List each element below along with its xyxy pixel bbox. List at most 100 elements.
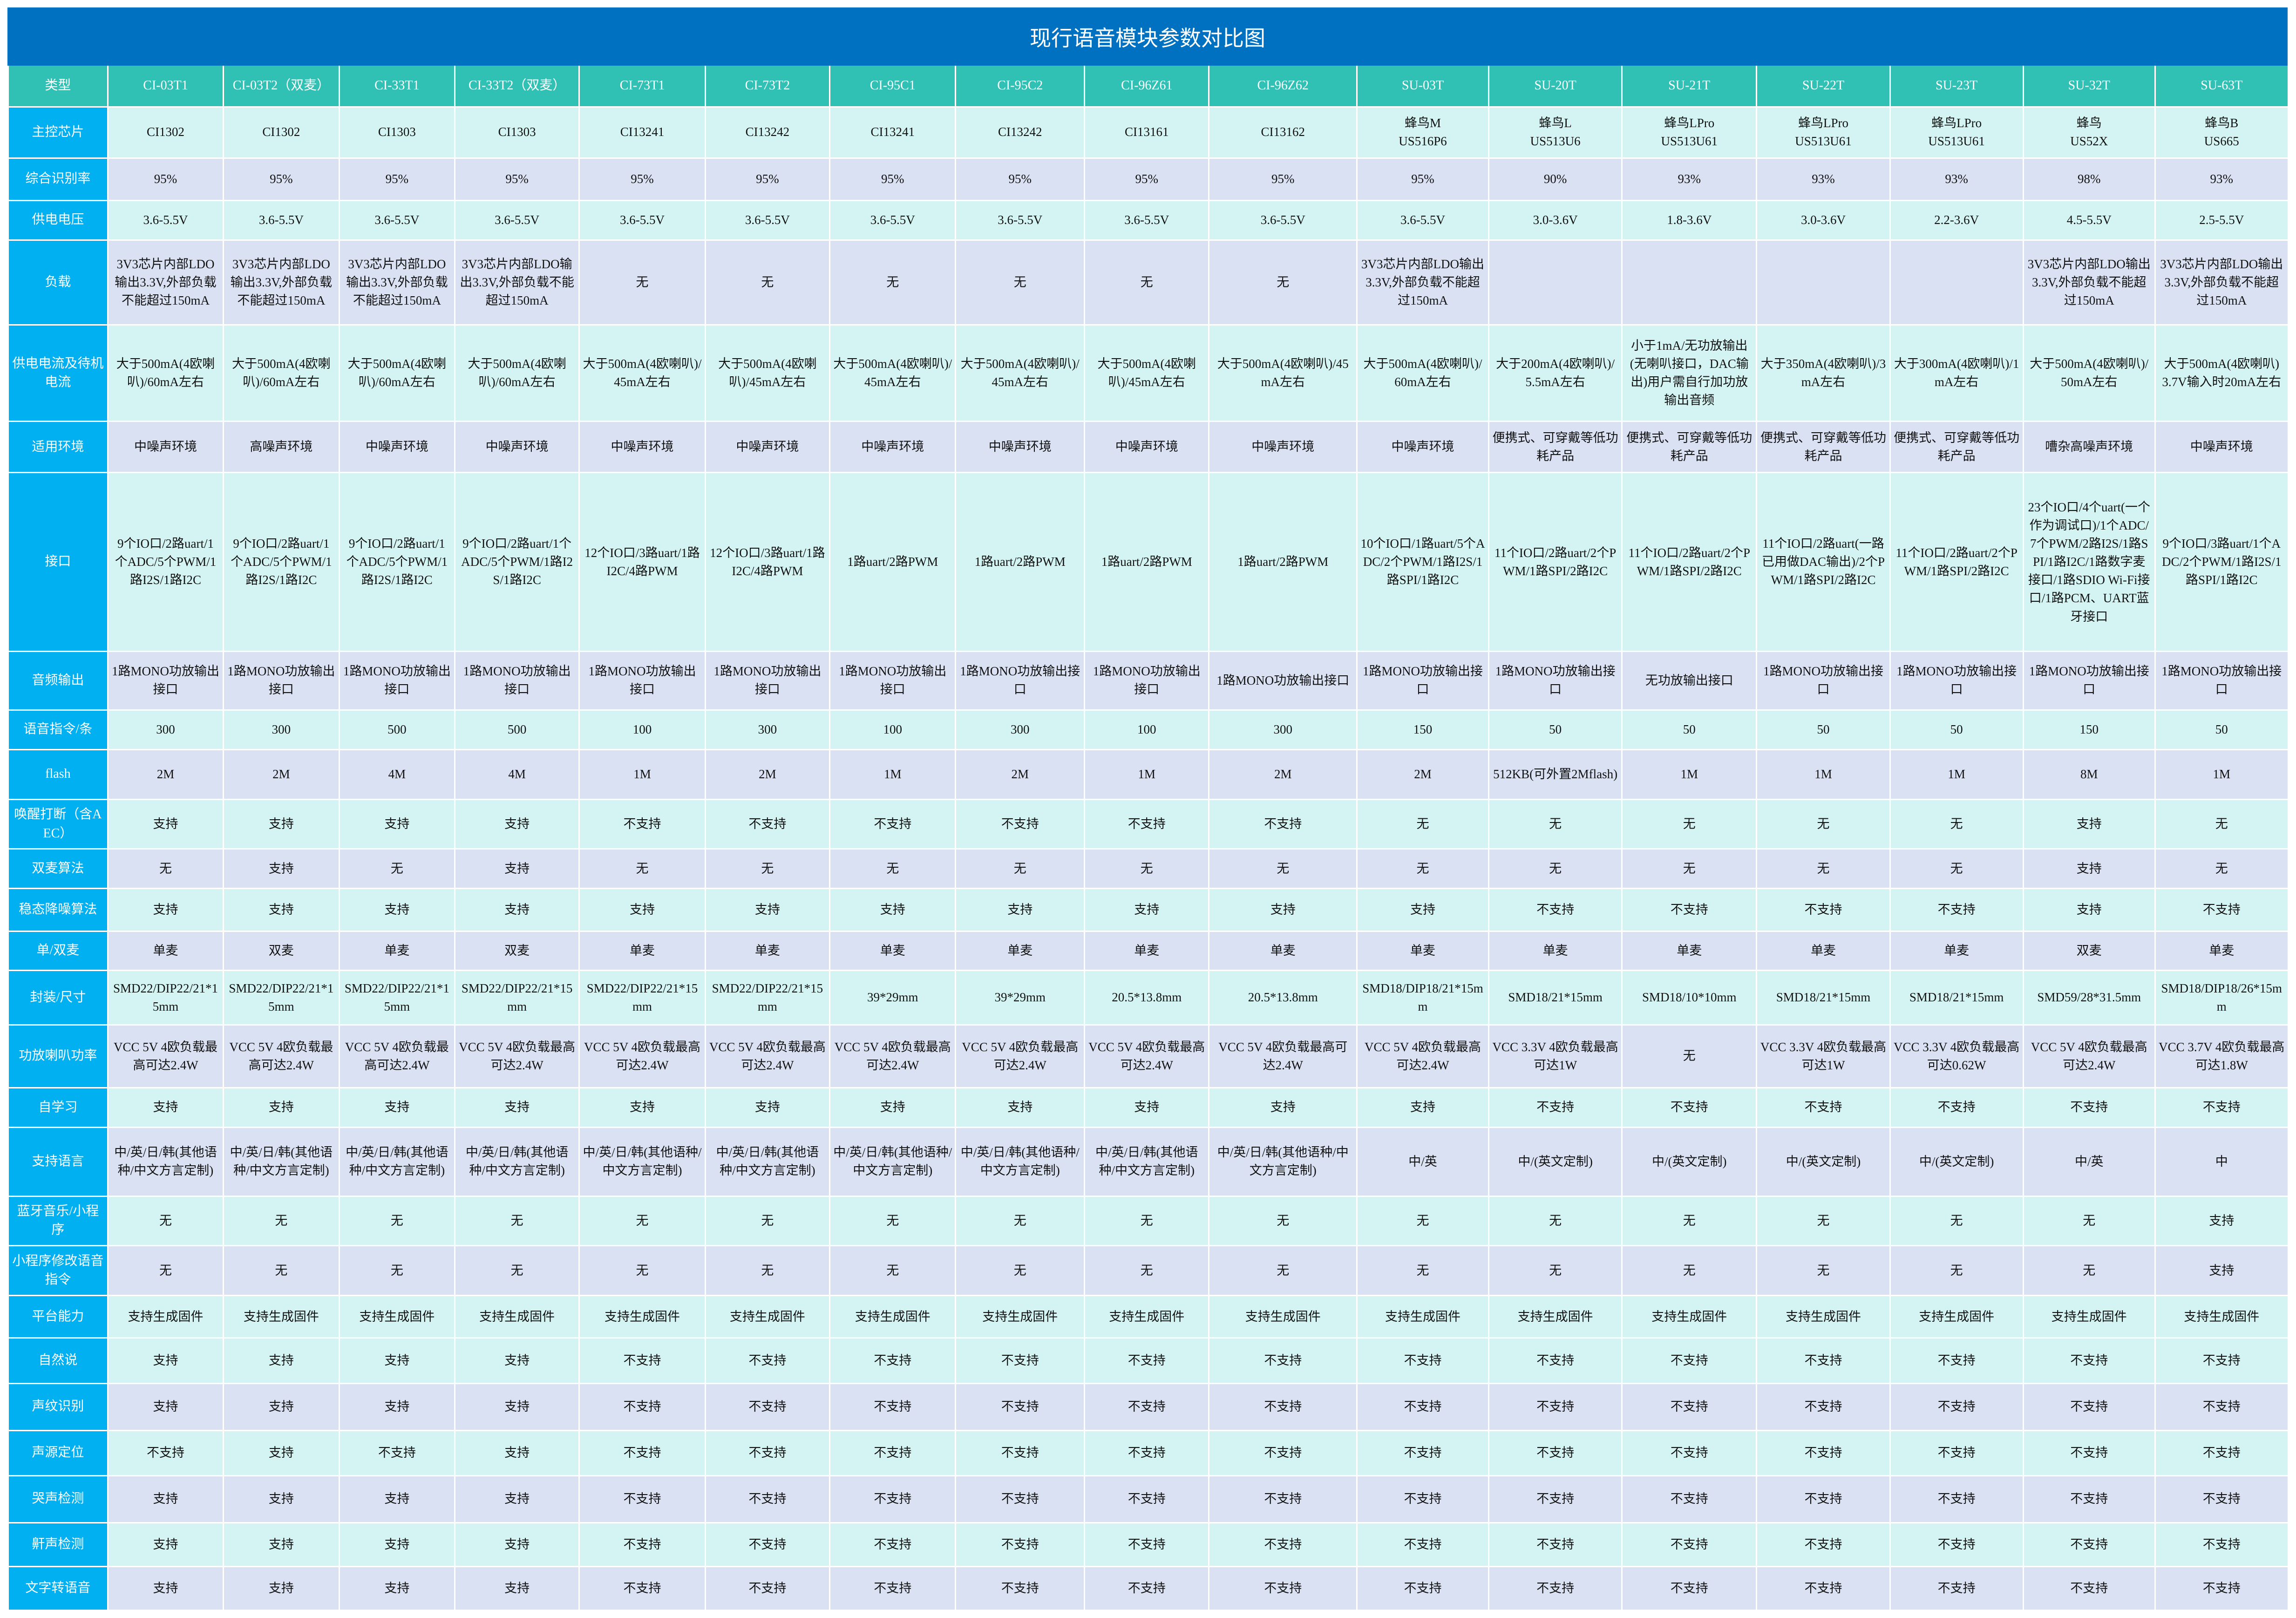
table-cell: 100	[578, 709, 706, 750]
table-cell: 支持	[107, 1087, 224, 1128]
table-row: 主控芯片 CI1302 CI1302 CI1303 CI1303 CI13241 CI132…	[7, 106, 2289, 159]
table-cell: 不支持	[955, 1522, 1086, 1567]
table-cell: 95%	[1356, 157, 1490, 201]
table-cell: 3V3芯片内部LDO输出3.3V,外部负载不能超过150mA	[107, 239, 224, 326]
table-cell: 无	[1621, 1024, 1758, 1088]
table-cell: 支持	[704, 1087, 831, 1128]
table-cell: 单麦	[1356, 930, 1490, 972]
table-cell: 支持	[1208, 1087, 1358, 1128]
table-cell: 中/英/日/韩(其他语种/中文方言定制)	[1208, 1126, 1358, 1197]
table-cell: 支持	[107, 1337, 224, 1384]
table-cell: 支持生成固件	[1208, 1295, 1358, 1339]
table-cell: 不支持	[2022, 1475, 2156, 1523]
table-cell: 无	[2154, 798, 2289, 850]
table-cell: 不支持	[1356, 1382, 1490, 1431]
table-cell: 不支持	[1488, 1475, 1623, 1523]
table-cell: 支持	[454, 1337, 580, 1384]
module-column-header: SU-21T	[1621, 66, 1758, 108]
table-cell: 大于500mA(4欧喇叭)/60mA左右	[338, 324, 456, 422]
table-cell: 1路MONO功放输出接口	[1208, 651, 1358, 711]
table-row: 稳态降噪算法 支持 支持 支持 支持 支持 支持 支持 支持 支持 支持 支持 不支持 不支持 不支持 不支持…	[7, 888, 2289, 932]
table-cell: 中	[2154, 1126, 2289, 1197]
table-cell: SMD59/28*31.5mm	[2022, 970, 2156, 1026]
table-cell: 无	[1356, 1195, 1490, 1247]
table-cell: 不支持	[1889, 1475, 2024, 1523]
table-cell: 无	[338, 1195, 456, 1247]
table-cell: 无	[578, 1195, 706, 1247]
table-cell: 不支持	[1208, 798, 1358, 850]
table-cell: 无	[1488, 798, 1623, 850]
table-cell: 单麦	[107, 930, 224, 972]
module-column-header: CI-96Z61	[1084, 66, 1210, 108]
table-cell: 双麦	[2022, 930, 2156, 972]
table-cell: 不支持	[1084, 1337, 1210, 1384]
table-cell: 93%	[2154, 157, 2289, 201]
table-cell: 95%	[223, 157, 340, 201]
table-cell: 蜂鸟LPro US513U61	[1621, 106, 1758, 159]
table-cell: 支持	[578, 1087, 706, 1128]
table-cell: 无	[1084, 1245, 1210, 1297]
table-cell: 1路MONO功放输出接口	[955, 651, 1086, 711]
table-cell	[1621, 239, 1758, 326]
table-cell: 无	[454, 1245, 580, 1297]
table-cell: 512KB(可外置2Mflash)	[1488, 748, 1623, 800]
table-cell: 不支持	[2154, 1475, 2289, 1523]
table-cell: 1.8-3.6V	[1621, 199, 1758, 241]
table-cell: 支持	[704, 888, 831, 932]
table-cell: 无	[829, 1195, 957, 1247]
table-cell: 不支持	[1488, 1382, 1623, 1431]
table-cell: 支持	[338, 1565, 456, 1611]
row-label: 语音指令/条	[7, 709, 109, 750]
row-label: 双麦算法	[7, 848, 109, 890]
table-cell: 不支持	[1356, 1565, 1490, 1611]
table-cell: 中/英	[2022, 1126, 2156, 1197]
table-cell: 支持	[1084, 1087, 1210, 1128]
table-cell: 3.6-5.5V	[454, 199, 580, 241]
table-cell: 不支持	[1208, 1475, 1358, 1523]
table-cell: 不支持	[704, 1565, 831, 1611]
table-cell: 支持生成固件	[107, 1295, 224, 1339]
table-row: 自然说 支持 支持 支持 支持 不支持 不支持 不支持 不支持 不支持 不支持 不支持 不支持 不支持 不支…	[7, 1337, 2289, 1384]
table-cell: VCC 5V 4欧负载最高可达2.4W	[223, 1024, 340, 1088]
table-cell: 2.2-3.6V	[1889, 199, 2024, 241]
table-row: 供电电流及待机电流 大于500mA(4欧喇叭)/60mA左右 大于500mA(4欧喇…	[7, 324, 2289, 422]
table-cell: 无	[1208, 1195, 1358, 1247]
table-cell: 不支持	[704, 1337, 831, 1384]
row-label: 稳态降噪算法	[7, 888, 109, 932]
table-cell: 不支持	[1756, 1337, 1891, 1384]
table-cell: SMD18/21*15mm	[1756, 970, 1891, 1026]
row-label: 综合识别率	[7, 157, 109, 201]
module-column-header: SU-23T	[1889, 66, 2024, 108]
table-cell: 中/英	[1356, 1126, 1490, 1197]
table-cell: 大于500mA(4欧喇叭) 3.7V输入时20mA左右	[2154, 324, 2289, 422]
table-cell: 不支持	[829, 798, 957, 850]
table-row: 功放喇叭功率 VCC 5V 4欧负载最高可达2.4W VCC 5V 4欧负载最高可达…	[7, 1024, 2289, 1088]
table-cell: 支持生成固件	[829, 1295, 957, 1339]
table-cell: 支持	[454, 1087, 580, 1128]
table-cell: 无	[829, 239, 957, 326]
table-cell: 无	[1756, 848, 1891, 890]
table-cell: 50	[1488, 709, 1623, 750]
row-label: 支持语言	[7, 1126, 109, 1197]
table-cell: 不支持	[1621, 1429, 1758, 1476]
row-label: 哭声检测	[7, 1475, 109, 1523]
table-row: flash 2M 2M 4M 4M 1M 2M 1M 2M 1M 2M 2M 512KB(可外置2Mfl…	[7, 748, 2289, 800]
table-cell: 无	[2154, 848, 2289, 890]
table-cell: 中/(英文定制)	[1756, 1126, 1891, 1197]
table-cell: 支持	[107, 1522, 224, 1567]
table-cell: 3V3芯片内部LDO输出3.3V,外部负载不能超过150mA	[338, 239, 456, 326]
table-cell: 2M	[1356, 748, 1490, 800]
table-cell: 无	[1356, 1245, 1490, 1297]
table-row: 声源定位 不支持 支持 不支持 支持 不支持 不支持 不支持 不支持 不支持 不支持 不支持 不支持 不支…	[7, 1429, 2289, 1476]
row-label: 功放喇叭功率	[7, 1024, 109, 1088]
module-column-header: CI-33T2（双麦）	[454, 66, 580, 108]
table-cell: 不支持	[829, 1337, 957, 1384]
table-cell: 150	[2022, 709, 2156, 750]
table-cell: 中噪声环境	[829, 421, 957, 474]
table-cell: 20.5*13.8mm	[1084, 970, 1210, 1026]
table-cell: 不支持	[704, 798, 831, 850]
table-cell: 无	[704, 1195, 831, 1247]
table-cell: 高噪声环境	[223, 421, 340, 474]
table-cell: CI13162	[1208, 106, 1358, 159]
table-cell: 支持生成固件	[1756, 1295, 1891, 1339]
